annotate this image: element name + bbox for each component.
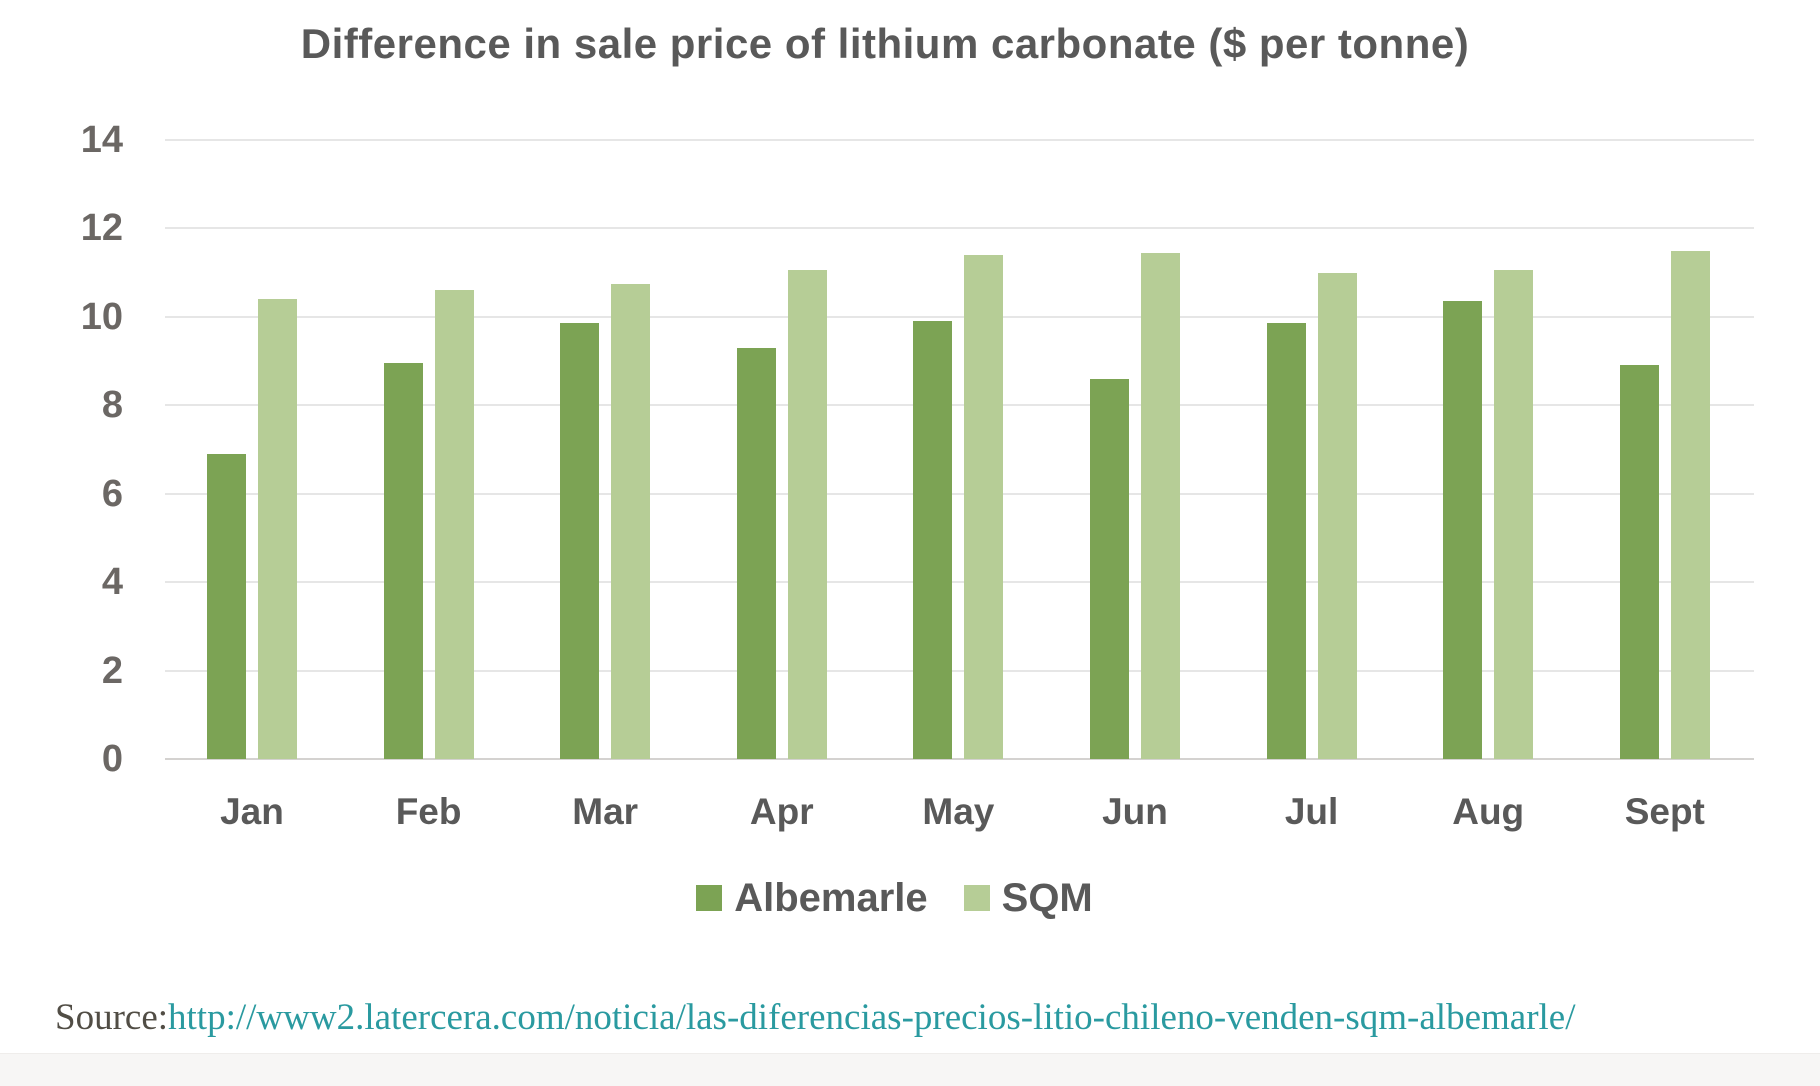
bar-albemarle-sept (1619, 365, 1659, 759)
y-axis-tick-label-8: 8 (101, 384, 123, 427)
bar-sqm-apr (787, 270, 827, 759)
x-axis-label-sept: Sept (1624, 791, 1705, 832)
y-axis-tick-label-4: 4 (101, 561, 123, 604)
bar-albemarle-jun (1090, 379, 1129, 759)
chart-legend: Albemarle SQM (100, 876, 1689, 920)
plot-area: 0 2 4 6 8 10 12 14 Jan Feb Mar Apr May Jun Jul Aug Sept (81, 121, 1754, 832)
x-axis-label-jun: Jun (1102, 791, 1168, 832)
gridline-y-4 (165, 581, 1754, 584)
chart-title: Difference in sale price of lithium carb… (300, 20, 1470, 67)
bar-sqm-may (964, 255, 1004, 759)
x-axis-label-may: May (922, 791, 995, 832)
bar-sqm-jun (1141, 253, 1180, 759)
bar-albemarle-aug (1443, 301, 1483, 759)
source-line: Source:http://www2.latercera.com/noticia… (55, 996, 1576, 1039)
x-axis-label-jan: Jan (220, 791, 284, 832)
legend-label-sqm: SQM (1001, 875, 1093, 920)
gridline-y-0 (165, 758, 1754, 760)
source-url-link[interactable]: http://www2.latercera.com/noticia/las-di… (168, 997, 1576, 1038)
bar-sqm-mar (611, 284, 651, 759)
y-axis-tick-label-2: 2 (101, 649, 123, 692)
gridline-y-8 (165, 404, 1754, 407)
x-axis-label-jul: Jul (1284, 791, 1339, 832)
gridline-y-14 (165, 139, 1754, 141)
legend-item-albemarle: Albemarle (696, 875, 928, 921)
y-axis-tick-label-14: 14 (80, 119, 123, 161)
bar-sqm-aug (1494, 270, 1534, 759)
gridline-y-6 (165, 492, 1754, 495)
gridline-y-2 (165, 669, 1754, 672)
bar-albemarle-apr (736, 348, 776, 759)
x-axis-label-feb: Feb (395, 791, 462, 832)
bar-sqm-feb (434, 290, 474, 759)
legend-item-sqm: SQM (963, 875, 1093, 921)
gridline-y-10 (165, 315, 1754, 318)
y-axis-tick-label-12: 12 (80, 207, 123, 250)
legend-label-albemarle: Albemarle (734, 875, 928, 920)
legend-swatch-albemarle (696, 885, 723, 911)
bar-sqm-sept (1670, 251, 1710, 759)
source-label: Source: (55, 997, 169, 1038)
x-axis-label-apr: Apr (749, 791, 814, 832)
bar-albemarle-may (913, 321, 953, 759)
x-axis-label-mar: Mar (572, 791, 639, 832)
legend-swatch-sqm (963, 885, 990, 911)
bar-albemarle-jan (207, 454, 246, 759)
bar-albemarle-feb (383, 363, 423, 759)
bar-sqm-jan (258, 299, 297, 759)
y-axis-tick-label-0: 0 (101, 738, 123, 780)
page-footer-strip (0, 1053, 1820, 1086)
x-axis-label-aug: Aug (1452, 791, 1525, 832)
y-axis-tick-label-10: 10 (80, 295, 123, 338)
bar-sqm-jul (1317, 273, 1357, 759)
bar-albemarle-mar (560, 323, 600, 759)
bar-albemarle-jul (1266, 323, 1306, 759)
y-axis-tick-label-6: 6 (101, 472, 123, 515)
gridline-y-12 (165, 227, 1754, 230)
